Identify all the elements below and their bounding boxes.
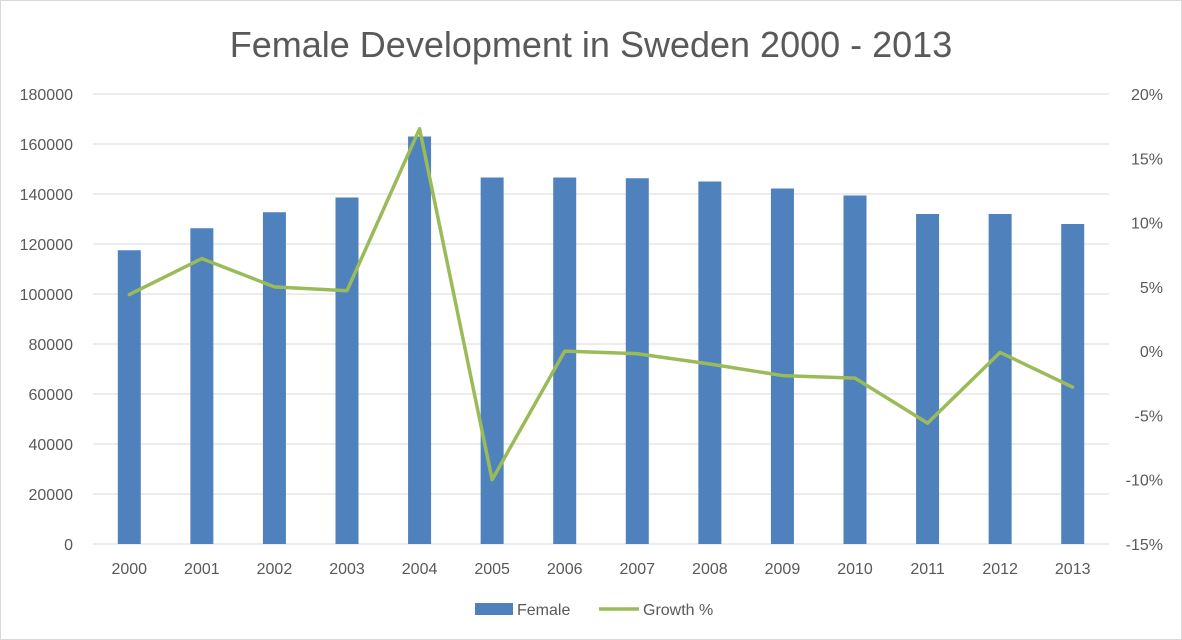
bar	[625, 178, 649, 544]
bar	[770, 188, 794, 544]
x-tick-label: 2001	[184, 561, 220, 578]
y-tick-label: 160000	[20, 137, 73, 154]
bar	[190, 228, 214, 544]
y2-tick-label: -10%	[1126, 473, 1163, 490]
legend-growth-label: Growth %	[643, 602, 713, 619]
x-tick-label: 2010	[837, 561, 873, 578]
x-tick-label: 2005	[474, 561, 510, 578]
bar	[408, 136, 432, 544]
x-tick-label: 2002	[257, 561, 293, 578]
bar	[1061, 224, 1085, 544]
y-tick-label: 120000	[20, 237, 73, 254]
y-tick-label: 40000	[29, 437, 74, 454]
y2-tick-label: 20%	[1131, 87, 1163, 104]
grid-layer	[93, 93, 1109, 545]
bar	[262, 212, 286, 544]
x-tick-label: 2013	[1055, 561, 1091, 578]
x-tick-label: 2004	[402, 561, 438, 578]
bar	[117, 250, 141, 544]
y-tick-label: 100000	[20, 287, 73, 304]
y2-tick-label: 10%	[1131, 216, 1163, 233]
y2-tick-label: -15%	[1126, 537, 1163, 554]
line-layer	[127, 126, 1075, 482]
legend: Female Growth %	[475, 602, 713, 619]
x-tick-label: 2006	[547, 561, 583, 578]
x-tick-label: 2000	[111, 561, 147, 578]
bar	[553, 177, 577, 544]
x-tick-label: 2011	[910, 561, 945, 578]
y-tick-label: 140000	[20, 187, 73, 204]
y-tick-label: 80000	[29, 337, 74, 354]
y2-tick-label: 15%	[1131, 151, 1163, 168]
bar	[843, 195, 867, 544]
y-tick-label: 0	[64, 537, 73, 554]
y-tick-label: 20000	[29, 487, 74, 504]
x-axis-ticks: 2000 2001 2002 2003 2004 2005 2006 2007 2008 2009…	[111, 561, 1090, 578]
bar	[335, 197, 359, 544]
growth-line	[127, 126, 1075, 482]
y2-tick-label: -5%	[1135, 408, 1163, 425]
bars-layer	[117, 136, 1085, 544]
y-tick-label: 180000	[20, 87, 73, 104]
x-tick-label: 2003	[329, 561, 365, 578]
left-axis-ticks: 0 20000 40000 60000 80000 100000 120000 140000 1…	[20, 87, 73, 554]
y2-tick-label: 0%	[1140, 344, 1163, 361]
legend-female-label: Female	[517, 602, 570, 619]
x-tick-label: 2008	[692, 561, 728, 578]
y2-tick-label: 5%	[1140, 280, 1163, 297]
right-axis-ticks: -15% -10% -5% 0% 5% 10% 15% 20%	[1126, 87, 1163, 554]
x-tick-label: 2007	[619, 561, 655, 578]
bar	[916, 214, 940, 544]
y-tick-label: 60000	[29, 387, 74, 404]
x-tick-label: 2012	[982, 561, 1018, 578]
chart-title: Female Development in Sweden 2000 - 2013	[230, 24, 952, 65]
bar	[480, 177, 504, 544]
x-tick-label: 2009	[765, 561, 801, 578]
legend-female-swatch	[475, 603, 513, 615]
bar	[988, 214, 1012, 544]
